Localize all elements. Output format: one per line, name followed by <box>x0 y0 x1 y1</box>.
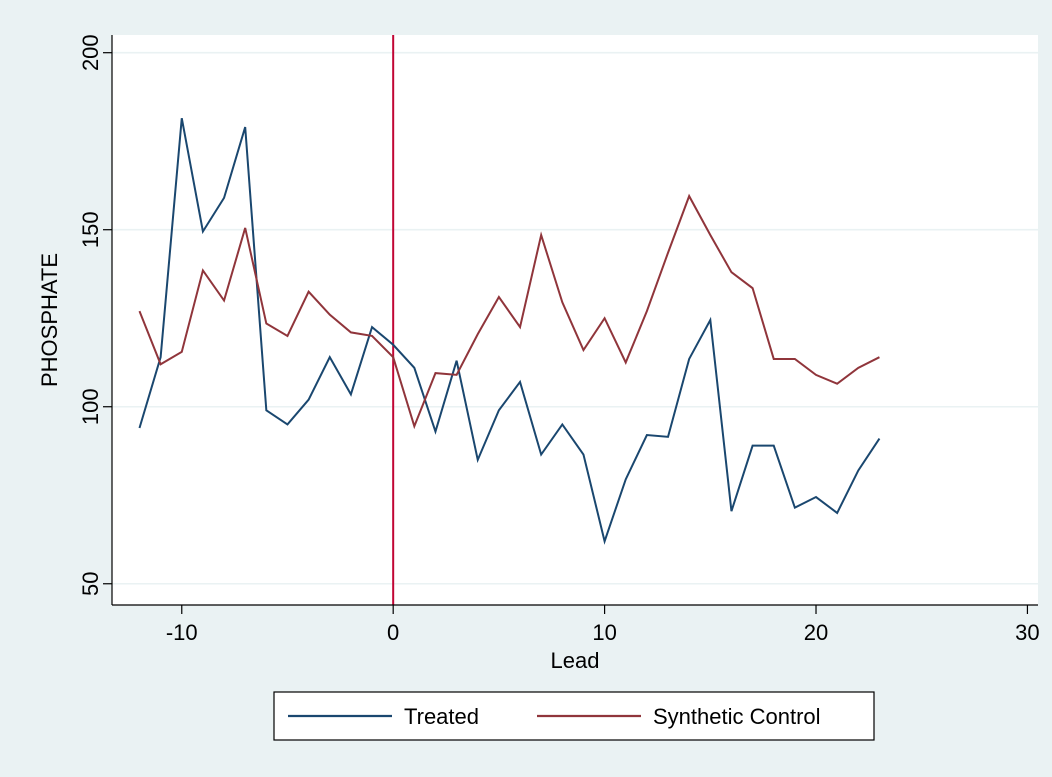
x-tick-label: 0 <box>387 620 399 645</box>
y-ticks: 50 100 150 200 <box>78 34 112 596</box>
y-tick-label: 100 <box>78 388 103 425</box>
plot-area <box>112 35 1038 605</box>
y-tick-label: 150 <box>78 211 103 248</box>
y-tick-label: 200 <box>78 34 103 71</box>
series-line-synthetic-control <box>138 193 880 430</box>
x-tick-label: 30 <box>1015 620 1039 645</box>
x-tick-label: 10 <box>592 620 616 645</box>
series-group <box>138 118 881 545</box>
y-axis-label: PHOSPHATE <box>37 253 62 387</box>
x-ticks: -10 0 10 20 30 <box>166 605 1040 645</box>
series-line-treated <box>138 118 881 545</box>
legend-label-treated: Treated <box>404 704 479 729</box>
legend: Treated Synthetic Control <box>273 691 875 741</box>
axes <box>111 35 1038 606</box>
legend-label-synthetic-control: Synthetic Control <box>653 704 821 729</box>
x-tick-label: -10 <box>166 620 198 645</box>
y-tick-label: 50 <box>78 572 103 596</box>
x-tick-label: 20 <box>804 620 828 645</box>
x-axis-label: Lead <box>551 648 600 673</box>
